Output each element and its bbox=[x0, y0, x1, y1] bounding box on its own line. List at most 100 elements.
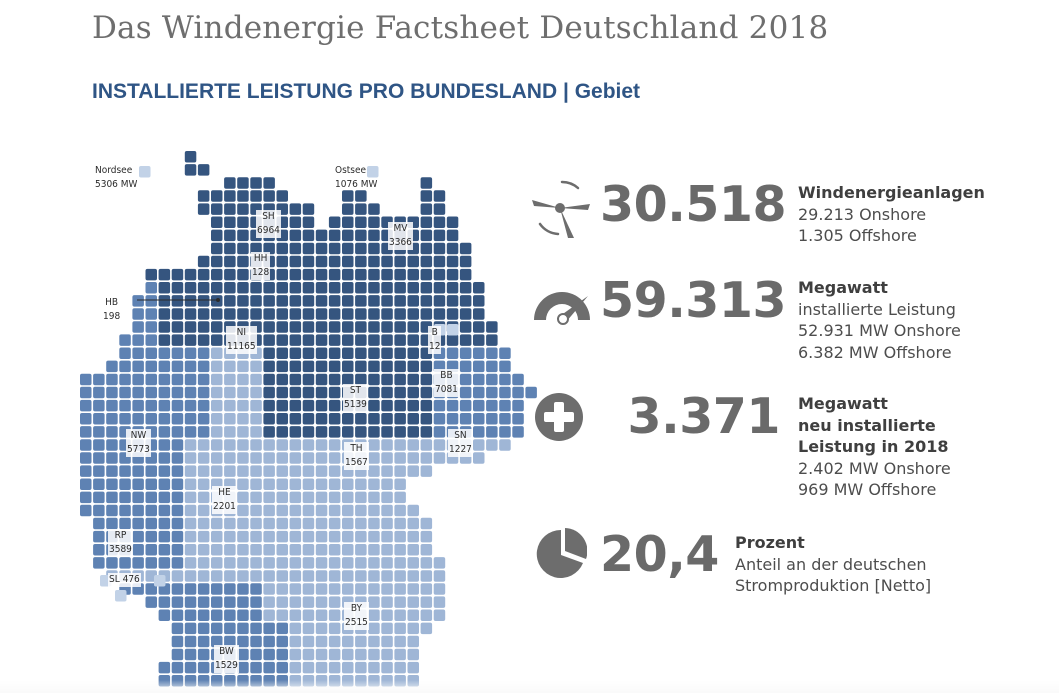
map-tile bbox=[263, 373, 275, 386]
map-tile bbox=[237, 190, 249, 202]
map-tile bbox=[315, 242, 328, 255]
map-tile bbox=[368, 413, 380, 425]
map-tile bbox=[184, 622, 197, 635]
map-tile bbox=[328, 504, 341, 517]
map-tile bbox=[407, 452, 419, 464]
map-tile bbox=[289, 517, 302, 530]
map-tile bbox=[486, 399, 498, 412]
map-tile bbox=[171, 308, 184, 320]
map-tile bbox=[342, 255, 354, 268]
map-tile bbox=[328, 596, 341, 608]
map-tile bbox=[315, 530, 328, 543]
map-tile bbox=[355, 190, 367, 202]
map-tile bbox=[473, 439, 485, 451]
map-tile bbox=[106, 386, 118, 399]
map-tile bbox=[289, 570, 302, 582]
map-tile bbox=[407, 386, 419, 399]
map-tile bbox=[355, 570, 367, 582]
map-tile bbox=[328, 308, 341, 320]
map-tile bbox=[407, 583, 419, 595]
map-tile bbox=[224, 596, 236, 608]
map-tile bbox=[473, 334, 485, 346]
map-tile bbox=[132, 399, 144, 412]
map-tile bbox=[486, 373, 498, 386]
map-tile bbox=[276, 570, 288, 582]
map-tile bbox=[381, 557, 393, 569]
map-tile bbox=[368, 242, 380, 255]
map-tile bbox=[459, 399, 472, 412]
map-tile bbox=[302, 583, 315, 595]
map-tile bbox=[355, 321, 367, 333]
map-tile bbox=[197, 386, 210, 399]
map-tile bbox=[499, 439, 511, 451]
state-code: RP bbox=[114, 530, 127, 541]
map-tile bbox=[171, 661, 184, 674]
map-tile bbox=[407, 255, 419, 268]
map-tile bbox=[171, 268, 184, 281]
map-tile bbox=[315, 439, 328, 451]
map-tile bbox=[171, 386, 184, 399]
map-tile bbox=[420, 413, 433, 425]
map-tile bbox=[263, 308, 275, 320]
state-value: 12 bbox=[429, 341, 441, 352]
map-tile bbox=[211, 242, 223, 255]
map-tile bbox=[171, 622, 184, 635]
map-tile bbox=[250, 308, 262, 320]
map-tile bbox=[197, 530, 210, 543]
map-tile bbox=[342, 557, 354, 569]
map-tile bbox=[289, 321, 302, 333]
map-tile bbox=[276, 504, 288, 517]
map-tile bbox=[342, 478, 354, 490]
map-tile bbox=[355, 413, 367, 425]
map-tile bbox=[237, 583, 249, 595]
map-tile bbox=[381, 570, 393, 582]
map-tile bbox=[145, 308, 157, 320]
map-tile bbox=[263, 334, 275, 346]
map-tile bbox=[158, 465, 171, 477]
state-value: 5139 bbox=[344, 399, 367, 410]
map-tile bbox=[211, 190, 223, 202]
map-tile bbox=[237, 399, 249, 412]
map-tile bbox=[446, 282, 459, 294]
map-tile bbox=[407, 661, 419, 674]
map-tile bbox=[381, 282, 393, 294]
map-tile bbox=[302, 295, 315, 307]
map-tile bbox=[224, 635, 236, 648]
state-code: HE bbox=[218, 487, 231, 498]
map-tile bbox=[276, 308, 288, 320]
map-tile bbox=[289, 452, 302, 464]
map-tile bbox=[315, 570, 328, 582]
map-tile bbox=[197, 478, 210, 490]
map-tile bbox=[459, 308, 472, 320]
state-value: 7081 bbox=[435, 384, 458, 395]
map-tile bbox=[433, 295, 446, 307]
map-tile bbox=[80, 478, 92, 490]
map-tile bbox=[394, 255, 406, 268]
map-tile bbox=[184, 347, 197, 359]
map-tile bbox=[145, 321, 157, 333]
map-tile bbox=[368, 661, 380, 674]
map-tile bbox=[250, 413, 262, 425]
subtitle-separator: | bbox=[562, 80, 569, 103]
map-tile bbox=[158, 386, 171, 399]
map-tile bbox=[446, 399, 459, 412]
map-tile bbox=[158, 530, 171, 543]
map-tile bbox=[106, 504, 118, 517]
map-tile bbox=[328, 609, 341, 621]
map-tile bbox=[446, 347, 459, 359]
map-tile bbox=[184, 386, 197, 399]
map-tile bbox=[289, 282, 302, 294]
map-tile bbox=[237, 203, 249, 215]
map-tile bbox=[473, 413, 485, 425]
map-tile bbox=[211, 255, 223, 268]
map-tile bbox=[106, 399, 118, 412]
map-tile bbox=[315, 321, 328, 333]
map-tile bbox=[119, 373, 131, 386]
map-tile-pale bbox=[154, 575, 166, 587]
map-tile bbox=[211, 596, 223, 608]
map-tile bbox=[171, 465, 184, 477]
map-tile bbox=[394, 583, 406, 595]
map-tile bbox=[237, 216, 249, 228]
map-tile bbox=[289, 504, 302, 517]
map-tile bbox=[328, 465, 341, 477]
